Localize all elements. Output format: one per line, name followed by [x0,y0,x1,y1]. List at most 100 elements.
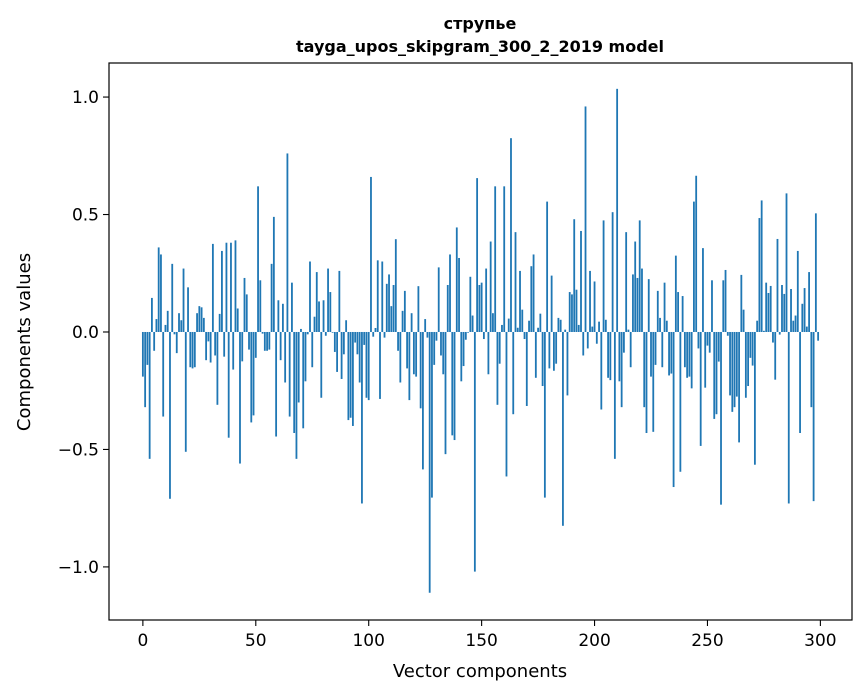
bar-109 [388,274,390,332]
bar-189 [568,292,571,332]
bar-230 [661,331,664,368]
bar-275 [763,330,765,332]
bar-114 [399,331,402,383]
bar-209 [613,331,616,459]
bar-57 [270,263,273,332]
bar-226 [652,331,655,432]
bar-4 [151,297,153,332]
bar-135 [446,285,449,332]
bar-251 [708,331,711,353]
bar-88 [340,331,343,379]
bar-174 [534,331,537,378]
bar-224 [647,279,650,332]
bar-295 [808,272,810,332]
bar-78 [318,301,320,332]
bar-269 [749,331,752,358]
bar-29 [207,331,210,342]
bar-206 [607,331,610,378]
bar-152 [485,268,488,332]
bar-144 [467,331,469,333]
bar-150 [480,282,483,332]
bar-104 [376,260,379,332]
bar-283 [781,285,783,332]
bars-group [141,88,820,593]
bar-264 [738,331,740,443]
bar-100 [367,331,370,401]
bar-285 [785,193,788,332]
bar-28 [205,331,208,361]
bar-270 [751,331,754,366]
axes-frame [108,62,853,621]
bar-176 [539,313,542,332]
bar-280 [774,331,777,380]
bar-82 [327,268,329,332]
bar-70 [300,328,302,332]
bar-181 [550,275,553,332]
bar-196 [584,106,587,332]
bar-5 [153,331,156,351]
bar-287 [790,288,792,332]
bar-102 [372,331,375,337]
bar-91 [347,331,350,421]
bar-225 [650,331,652,377]
bar-175 [537,327,539,332]
bar-107 [383,331,386,338]
bar-81 [324,331,327,336]
chart-subtitle: tayga_upos_skipgram_300_2_2019 model [296,37,664,56]
bar-15 [175,331,178,354]
bar-160 [503,186,506,332]
bar-284 [783,293,786,332]
bar-236 [674,255,677,332]
bar-23 [193,331,196,368]
bar-200 [593,281,596,332]
bar-276 [765,282,768,332]
bar-237 [677,292,680,332]
bar-242 [688,331,691,377]
bar-288 [792,320,795,332]
bar-253 [713,331,716,419]
bar-199 [591,326,594,332]
bar-256 [720,331,722,505]
bar-147 [473,331,476,572]
bar-249 [704,331,707,388]
bar-161 [505,331,508,477]
bar-235 [672,331,675,488]
bar-211 [618,331,621,382]
bar-133 [442,331,445,375]
bar-31 [211,243,214,332]
bar-128 [431,331,433,498]
bar-221 [641,268,643,332]
bar-111 [392,285,395,332]
bar-299 [817,331,820,341]
bar-99 [365,331,368,398]
bar-47 [248,331,250,350]
bar-38 [227,331,230,438]
bar-273 [758,218,761,332]
bar-246 [697,331,700,349]
bar-222 [643,331,646,408]
bar-97 [361,331,363,504]
bar-6 [155,319,158,332]
bar-163 [510,138,512,332]
bar-247 [699,331,702,446]
bar-119 [410,313,413,332]
bar-154 [489,241,492,332]
bar-254 [715,331,718,415]
bar-197 [586,331,589,349]
bar-44 [241,331,244,362]
bar-65 [288,331,291,417]
bar-265 [740,274,743,332]
bar-274 [760,200,763,332]
bar-94 [354,331,357,343]
bar-193 [577,324,580,332]
bar-173 [532,254,535,332]
bar-37 [225,242,228,332]
bar-106 [381,261,384,332]
bar-125 [424,319,427,332]
bar-75 [311,331,314,368]
bar-207 [609,331,612,381]
bar-143 [464,331,467,340]
bar-33 [216,331,219,405]
bar-202 [598,321,600,332]
